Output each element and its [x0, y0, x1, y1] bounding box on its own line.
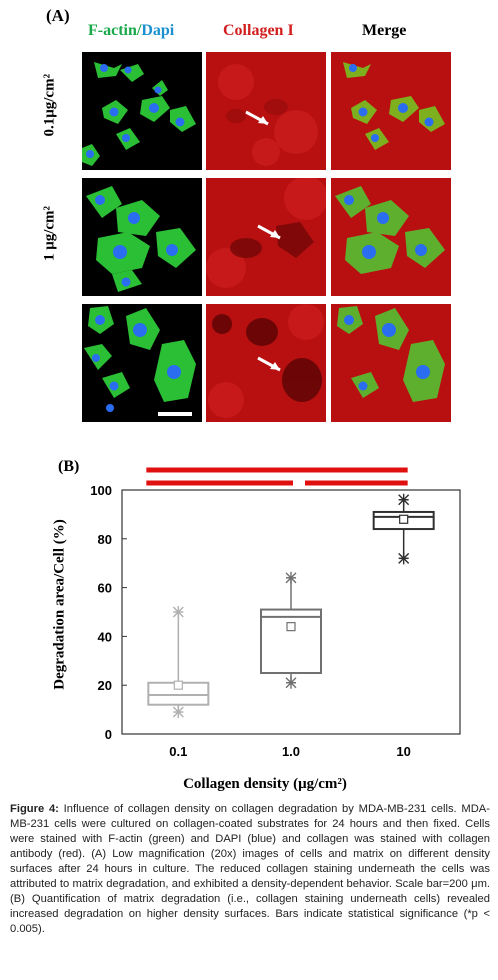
- box-chart: 0 20 40 60 80 100 0.1 1.0 10: [90, 467, 461, 759]
- image-factin-row1: [82, 52, 202, 170]
- y-tick-label: 60: [98, 581, 112, 596]
- image-merge-row3: [331, 304, 451, 422]
- outlier-mark: [172, 706, 184, 719]
- x-tick-label: 10: [396, 744, 410, 759]
- row-label-0-1: 0.1μg/cm²: [41, 73, 58, 137]
- chart-x-axis-label: Collagen density (μg/cm²): [183, 776, 347, 792]
- image-collagen-row1: [206, 52, 326, 170]
- plot-frame: [121, 489, 461, 735]
- y-tick-label: 80: [98, 532, 112, 547]
- box-mean: [173, 680, 183, 690]
- image-collagen-row2: [206, 178, 326, 296]
- row-label-1: 1 μg/cm²: [41, 205, 58, 262]
- panel-a: (A) F-actin/Dapi Collagen I Merge 0.1μg/…: [0, 0, 498, 440]
- caption-text: Influence of collagen density on collage…: [10, 803, 490, 935]
- figure-caption: Figure 4: Influence of collagen density …: [10, 802, 490, 937]
- x-tick-label: 0.1: [169, 744, 187, 759]
- outlier-mark: [172, 606, 184, 618]
- panel-a-label: (A): [46, 6, 70, 25]
- outlier-mark: [398, 552, 410, 565]
- outlier-mark: [285, 676, 297, 689]
- outlier-mark: [398, 493, 410, 506]
- panel-b: (B) Degradation area/Cell (%) 0 20 40 60 80 1…: [0, 456, 498, 796]
- dapi-label: Dapi: [141, 22, 175, 39]
- panel-b-label: (B): [58, 458, 80, 475]
- box-mean: [399, 514, 409, 524]
- box-iqr: [260, 608, 322, 674]
- y-tick-label: 0: [105, 727, 112, 742]
- column-header-merge: Merge: [362, 22, 407, 39]
- x-tick-label: 1.0: [282, 744, 300, 759]
- image-merge-row1: [331, 52, 451, 170]
- image-factin-row2: [82, 178, 202, 296]
- column-header-factin: F-actin/Dapi: [88, 22, 174, 40]
- image-collagen-row3: [206, 304, 326, 422]
- y-tick-label: 20: [98, 678, 112, 693]
- column-header-collagen: Collagen I: [223, 22, 294, 39]
- image-factin-row3: [82, 304, 202, 422]
- box-mean: [286, 622, 296, 632]
- factin-label: F-actin/: [88, 22, 142, 39]
- caption-prefix: Figure 4:: [10, 803, 59, 815]
- y-tick-label: 100: [90, 483, 112, 498]
- box-iqr: [372, 510, 435, 531]
- y-tick-label: 40: [98, 629, 112, 644]
- outlier-mark: [285, 571, 297, 584]
- image-merge-row2: [331, 178, 451, 296]
